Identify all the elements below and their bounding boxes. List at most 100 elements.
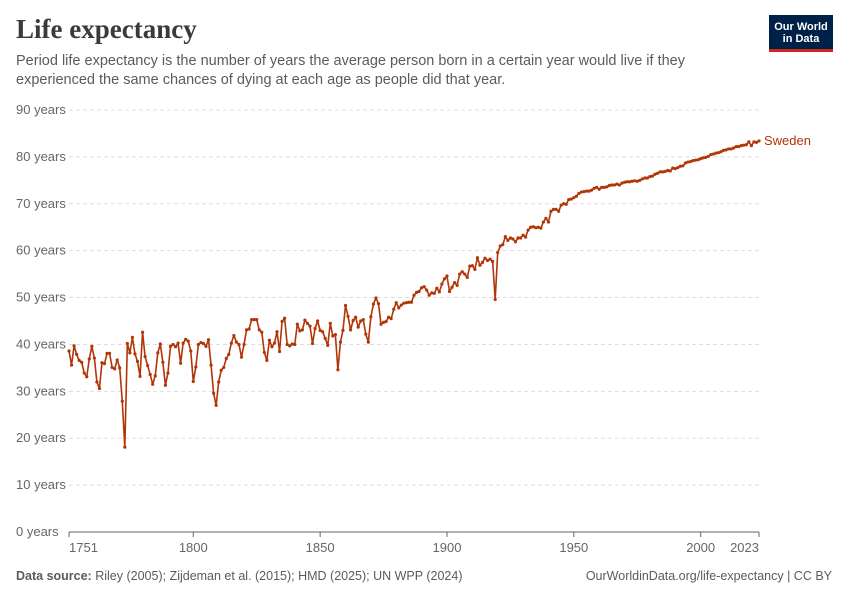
data-point bbox=[262, 350, 266, 355]
data-source: Data source: Riley (2005); Zijdeman et a… bbox=[16, 569, 463, 583]
data-point bbox=[133, 352, 137, 356]
data-point bbox=[80, 360, 84, 364]
data-point bbox=[742, 143, 746, 147]
x-tick-label: 1900 bbox=[433, 540, 462, 555]
data-point bbox=[222, 365, 226, 370]
data-point bbox=[630, 179, 634, 183]
data-point bbox=[173, 345, 178, 349]
data-point bbox=[496, 250, 500, 255]
data-point bbox=[338, 340, 343, 344]
grid-layer: 0 years 10 years 20 years 30 years 40 years 5… bbox=[16, 102, 759, 539]
data-point bbox=[549, 209, 553, 213]
data-point bbox=[729, 147, 733, 151]
data-point bbox=[541, 220, 545, 224]
owid-logo[interactable]: Our World in Data bbox=[769, 15, 833, 52]
data-point bbox=[506, 238, 510, 242]
data-point bbox=[270, 345, 274, 349]
data-point bbox=[77, 358, 81, 362]
data-point bbox=[577, 191, 581, 196]
data-point bbox=[194, 365, 198, 369]
x-tick-label: 1800 bbox=[179, 540, 208, 555]
data-point bbox=[417, 289, 421, 294]
data-point bbox=[572, 196, 576, 200]
data-point bbox=[229, 341, 233, 345]
data-point bbox=[214, 403, 218, 407]
data-point bbox=[661, 170, 665, 174]
data-point bbox=[638, 178, 642, 182]
data-point bbox=[97, 386, 102, 391]
data-point bbox=[392, 307, 396, 311]
data-point bbox=[455, 283, 459, 287]
data-point bbox=[653, 172, 657, 176]
data-point bbox=[283, 316, 287, 320]
data-point bbox=[364, 332, 368, 336]
data-point bbox=[739, 144, 743, 148]
data-point bbox=[409, 300, 414, 304]
data-point bbox=[714, 151, 718, 155]
logo-line-1: Our World bbox=[774, 21, 828, 33]
data-point bbox=[298, 329, 302, 333]
data-point bbox=[295, 322, 299, 326]
data-point bbox=[437, 290, 441, 294]
data-point bbox=[168, 344, 173, 348]
data-point bbox=[212, 391, 216, 395]
data-point bbox=[348, 328, 353, 332]
y-tick-label: 50 years bbox=[16, 290, 66, 305]
data-point bbox=[584, 189, 589, 193]
x-tick-label: 2000 bbox=[686, 540, 715, 555]
data-point bbox=[534, 226, 538, 230]
data-point bbox=[678, 164, 682, 168]
data-point bbox=[726, 147, 731, 151]
data-point bbox=[321, 330, 325, 334]
data-point bbox=[153, 374, 157, 378]
data-point bbox=[87, 357, 91, 361]
data-point bbox=[440, 282, 444, 286]
data-point bbox=[189, 349, 193, 353]
data-point bbox=[582, 189, 586, 194]
data-point bbox=[333, 333, 337, 337]
data-point bbox=[72, 344, 76, 348]
data-point bbox=[458, 272, 462, 276]
data-point bbox=[546, 220, 551, 224]
data-point bbox=[473, 267, 477, 272]
data-point bbox=[374, 296, 378, 300]
data-point bbox=[313, 326, 317, 331]
data-point bbox=[447, 289, 452, 294]
data-point bbox=[67, 349, 71, 353]
data-point bbox=[640, 177, 644, 181]
data-point bbox=[420, 286, 424, 290]
data-point bbox=[724, 148, 728, 152]
data-point bbox=[607, 183, 611, 188]
data-point bbox=[747, 140, 751, 144]
data-point bbox=[69, 363, 74, 367]
data-point bbox=[688, 159, 693, 164]
data-point bbox=[118, 366, 122, 370]
data-point bbox=[501, 242, 505, 247]
data-point bbox=[754, 140, 759, 144]
data-point bbox=[151, 382, 155, 386]
data-point bbox=[617, 183, 622, 187]
y-tick-label: 70 years bbox=[16, 196, 66, 211]
source-link[interactable]: OurWorldinData.org/life-expectancy | CC … bbox=[585, 569, 832, 583]
data-point bbox=[128, 351, 132, 355]
data-point bbox=[516, 236, 520, 240]
data-point bbox=[318, 328, 322, 332]
data-point bbox=[595, 185, 599, 189]
data-point bbox=[648, 174, 652, 179]
data-point bbox=[691, 159, 695, 163]
data-point bbox=[435, 286, 439, 290]
data-point bbox=[602, 185, 606, 189]
data-point bbox=[107, 351, 112, 355]
data-point bbox=[179, 361, 183, 365]
data-point bbox=[539, 226, 543, 230]
data-point bbox=[734, 144, 738, 149]
data-point bbox=[305, 321, 310, 325]
data-point bbox=[587, 189, 591, 193]
data-point bbox=[655, 171, 660, 175]
data-point bbox=[323, 336, 327, 340]
data-point bbox=[206, 338, 211, 342]
data-point bbox=[719, 150, 723, 154]
data-point bbox=[427, 293, 431, 297]
data-point bbox=[186, 339, 190, 343]
y-tick-label: 0 years bbox=[16, 524, 59, 539]
